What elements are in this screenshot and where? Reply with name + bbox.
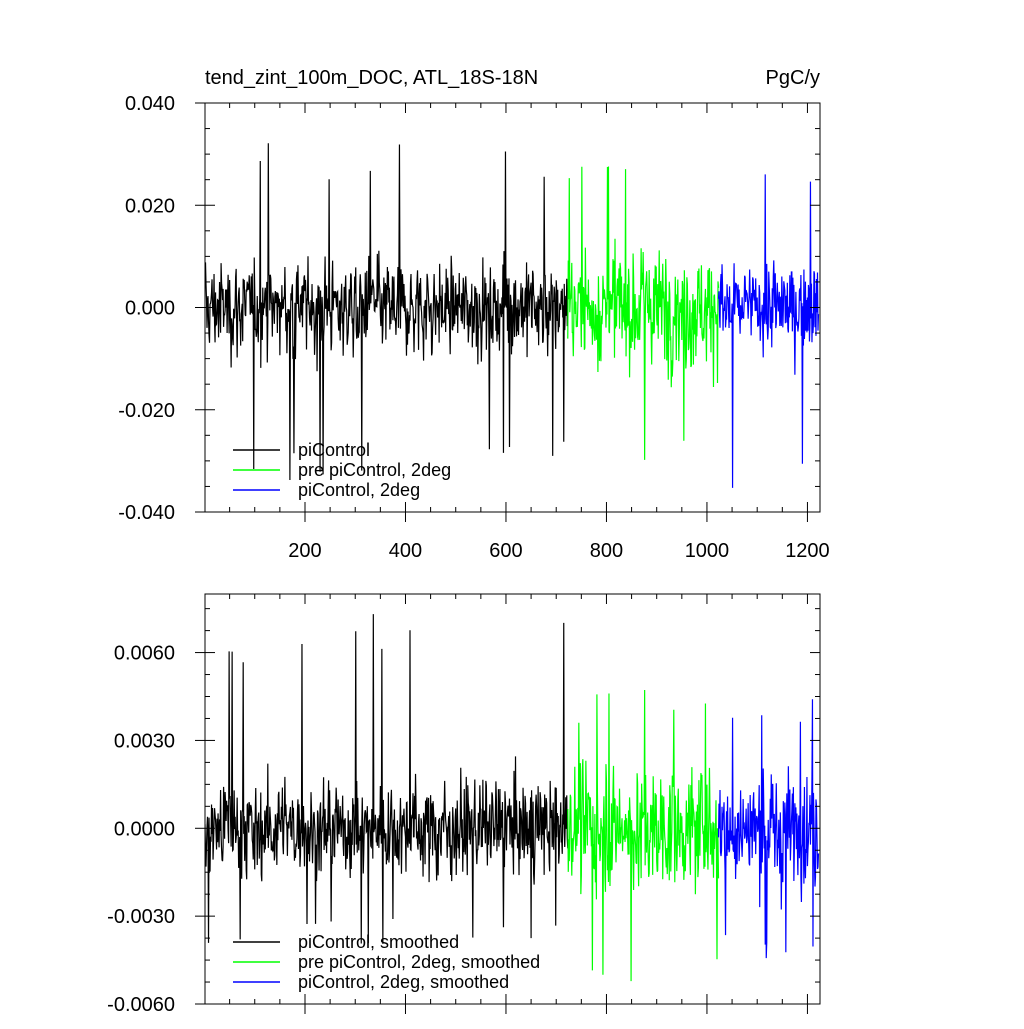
series-line-1 — [567, 690, 720, 982]
y-tick-label: -0.020 — [118, 400, 175, 422]
y-tick-label: 0.0000 — [114, 818, 175, 840]
series-line-0 — [205, 614, 569, 944]
series-line-2 — [717, 174, 820, 488]
y-tick-label: -0.040 — [118, 502, 175, 524]
chart-title: tend_zint_100m_DOC, ATL_18S-18N — [205, 67, 538, 89]
series-line-0 — [205, 143, 569, 481]
units-label: PgC/y — [766, 67, 820, 89]
top-panel: 200 400 600 800 1000 1200 -0.040 -0.020 0.000 0.0… — [118, 93, 829, 562]
y-tick-label: 0.0060 — [114, 643, 175, 665]
series-line-1 — [567, 166, 720, 460]
x-tick-label: 600 — [489, 540, 522, 562]
legend-label: piControl, 2deg — [298, 480, 420, 500]
y-tick-label: 0.0030 — [114, 730, 175, 752]
series-line-2 — [717, 699, 820, 959]
series-group — [205, 143, 820, 488]
series-group — [205, 614, 820, 982]
plot-frame — [204, 593, 821, 1005]
x-tick-label: 1200 — [785, 540, 830, 562]
x-tick-label: 800 — [590, 540, 623, 562]
y-tick-label: -0.0030 — [107, 906, 175, 928]
legend-label: piControl, 2deg, smoothed — [298, 972, 509, 992]
x-tick-label: 200 — [288, 540, 321, 562]
y-tick-label: 0.020 — [125, 195, 175, 217]
y-tick-label: -0.0060 — [107, 994, 175, 1016]
x-tick-label: 1000 — [685, 540, 730, 562]
x-tick-label: 400 — [389, 540, 422, 562]
y-tick-label: 0.040 — [125, 93, 175, 115]
legend-label: piControl — [298, 440, 370, 460]
bottom-panel: -0.0060 -0.0030 0.0000 0.0030 0.0060 piContro… — [107, 593, 821, 1016]
legend-label: pre piControl, 2deg — [298, 460, 451, 480]
y-tick-label: 0.000 — [125, 298, 175, 320]
legend-label: piControl, smoothed — [298, 932, 459, 952]
legend-label: pre piControl, 2deg, smoothed — [298, 952, 540, 972]
